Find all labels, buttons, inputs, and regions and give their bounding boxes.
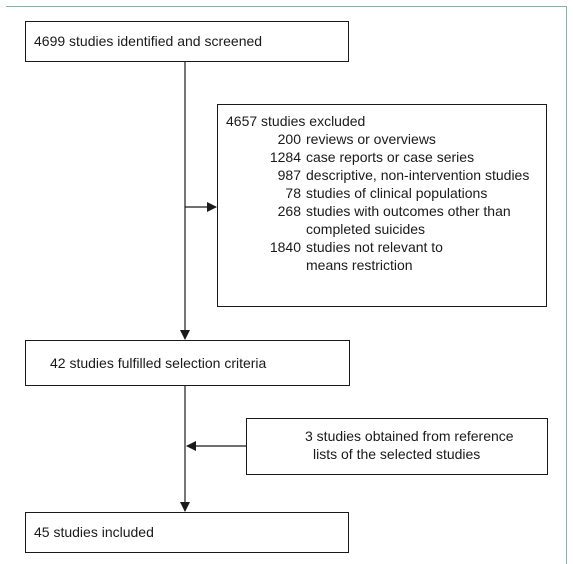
reference-box: 3 studies obtained from reference lists …: [246, 418, 548, 475]
excluded-label-descriptive: descriptive, non-intervention studies: [306, 167, 530, 183]
excluded-label-not-relevant: studies not relevant to: [306, 239, 443, 255]
included-text: 45 studies included: [34, 524, 154, 540]
excluded-label-clinical: studies of clinical populations: [306, 185, 488, 201]
excluded-label-case-reports: case reports or case series: [306, 149, 475, 165]
excluded-count-case-reports: 1284: [269, 149, 301, 165]
reference-line-2: lists of the selected studies: [313, 446, 481, 462]
identified-box: 4699 studies identified and screened: [25, 21, 349, 62]
excluded-label-other-outcomes-cont: completed suicides: [306, 221, 426, 237]
excluded-count-clinical: 78: [285, 185, 301, 201]
frame-border-top: [6, 6, 566, 7]
fulfilled-text: 42 studies fulfilled selection criteria: [50, 355, 267, 371]
excluded-header: 4657 studies excluded: [226, 113, 366, 129]
excluded-count-not-relevant: 1840: [269, 239, 301, 255]
excluded-count-other-outcomes: 268: [277, 203, 301, 219]
excluded-box: 4657 studies excluded 200 reviews or ove…: [217, 104, 547, 307]
excluded-label-other-outcomes: studies with outcomes other than: [306, 203, 511, 219]
excluded-count-reviews: 200: [277, 131, 301, 147]
identified-text: 4699 studies identified and screened: [34, 33, 263, 49]
reference-line-1: 3 studies obtained from reference: [305, 428, 514, 444]
included-box: 45 studies included: [25, 512, 349, 553]
excluded-label-not-relevant-cont: means restriction: [306, 257, 413, 273]
fulfilled-box: 42 studies fulfilled selection criteria: [25, 340, 350, 386]
excluded-label-reviews: reviews or overviews: [306, 131, 436, 147]
frame-border-right: [566, 6, 567, 564]
excluded-count-descriptive: 987: [277, 167, 301, 183]
